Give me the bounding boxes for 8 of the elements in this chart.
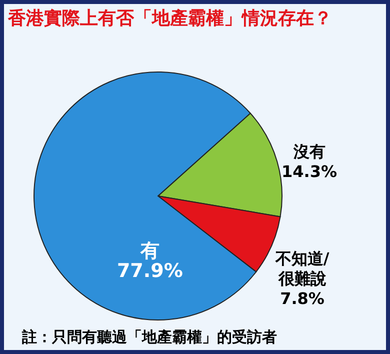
chart-title: 香港實際上有否「地產霸權」情況存在？	[7, 8, 332, 29]
data-label: 77.9%	[116, 260, 183, 282]
slice-label: 沒有	[292, 142, 326, 162]
data-label: 14.3%	[282, 162, 338, 182]
slice-label: 不知道/很難說	[274, 249, 330, 288]
text: 註：只問有聽過「地產霸權」的受訪者	[21, 328, 277, 346]
slice-label: 有	[139, 240, 160, 262]
data-label: 7.8%	[280, 289, 324, 308]
